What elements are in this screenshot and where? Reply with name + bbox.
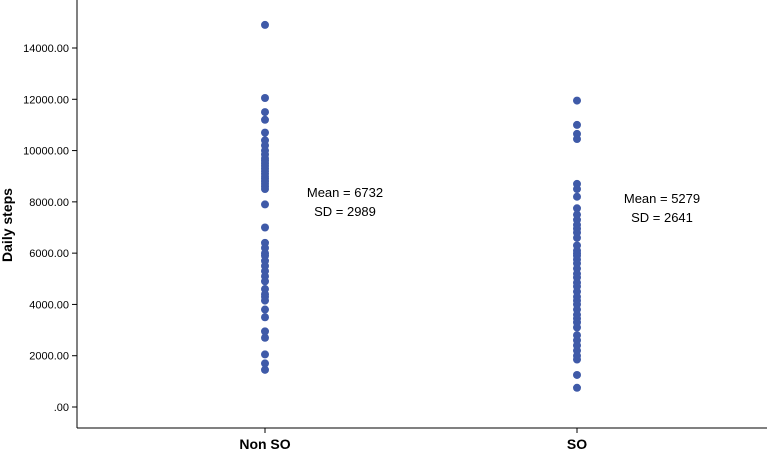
data-point <box>573 233 581 242</box>
x-axis: Non SO SO <box>77 427 767 451</box>
y-tick-label: 6000.00 <box>29 248 69 260</box>
data-point <box>261 94 269 103</box>
data-point <box>261 277 269 286</box>
y-tick-label: 14000.00 <box>23 43 69 55</box>
data-point <box>573 355 581 364</box>
x-category-label: SO <box>567 436 587 451</box>
annotations: Mean = 6732 SD = 2989 Mean = 5279 SD = 2641 <box>307 185 700 225</box>
data-point <box>261 333 269 342</box>
data-point <box>261 20 269 29</box>
data-point <box>261 359 269 368</box>
mean-annotation: Mean = 5279 <box>624 191 700 206</box>
data-point <box>261 108 269 117</box>
data-point <box>261 327 269 336</box>
data-point <box>573 204 581 213</box>
y-axis-title: Daily steps <box>0 188 15 262</box>
data-point <box>261 296 269 305</box>
data-point <box>261 350 269 359</box>
sd-annotation: SD = 2989 <box>314 204 376 219</box>
data-point <box>261 115 269 124</box>
y-tick-label: 2000.00 <box>29 351 69 363</box>
data-point <box>573 135 581 144</box>
sd-annotation: SD = 2641 <box>631 210 693 225</box>
y-tick-label: 10000.00 <box>23 146 69 158</box>
data-point <box>261 185 269 194</box>
data-point <box>261 365 269 374</box>
y-tick-label: .00 <box>54 402 69 414</box>
y-tick-label: 4000.00 <box>29 299 69 311</box>
data-point <box>573 383 581 392</box>
mean-annotation: Mean = 6732 <box>307 185 383 200</box>
data-point <box>573 192 581 201</box>
data-point <box>261 200 269 209</box>
data-point <box>573 323 581 332</box>
x-category-label: Non SO <box>239 436 290 451</box>
data-point <box>261 223 269 232</box>
y-tick-label: 12000.00 <box>23 94 69 106</box>
data-point <box>261 305 269 314</box>
y-axis: .00 2000.00 4000.00 6000.00 8000.00 10000.00 1… <box>23 0 78 428</box>
data-point <box>261 313 269 322</box>
data-point <box>573 120 581 129</box>
data-point <box>573 96 581 105</box>
data-points <box>261 20 581 392</box>
y-tick-label: 8000.00 <box>29 197 69 209</box>
data-point <box>573 185 581 194</box>
data-point <box>573 370 581 379</box>
data-point <box>261 128 269 137</box>
